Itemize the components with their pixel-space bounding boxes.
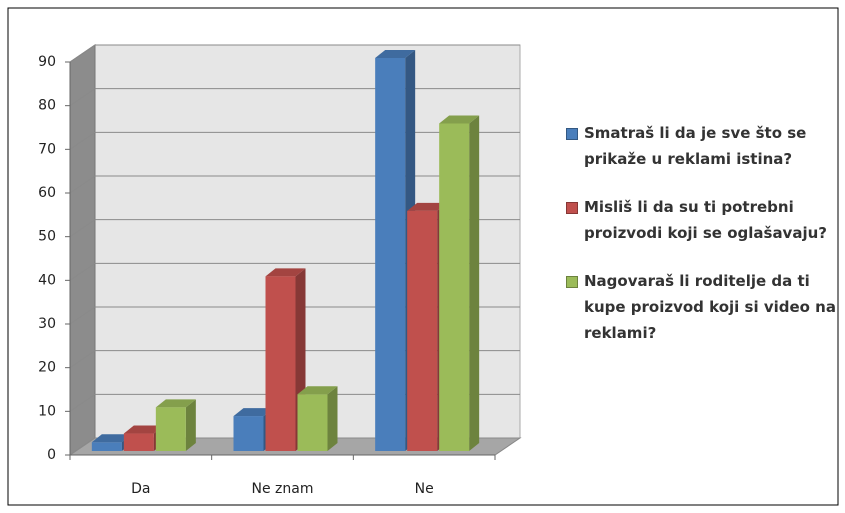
bar-front [155,407,186,451]
bar-top [123,425,164,434]
bar-top [265,268,306,277]
bar-front [375,58,406,451]
legend-entry: Nagovaraš li roditelje da ti kupe proizv… [566,268,836,346]
bar-top [233,408,274,417]
legend-entry: Misliš li da su ti potrebni proizvodi ko… [566,194,836,246]
legend-label: Smatraš li da je sve što se prikaže u re… [584,124,807,168]
bar-front [407,210,438,451]
y-tick-label: 70 [38,141,56,157]
bar-front [123,433,154,451]
y-tick-label: 20 [38,360,56,376]
y-tick-label: 80 [38,98,56,114]
y-tick-label: 40 [38,272,56,288]
y-tick-label: 90 [38,54,56,70]
bar-top [375,50,416,58]
y-tick-label: 50 [38,229,56,245]
bar-top [155,399,196,408]
bar-front [439,123,470,451]
y-tick-label: 60 [38,185,56,201]
side-wall [69,44,96,456]
bar-top [297,386,338,395]
legend-entry: Smatraš li da je sve što se prikaže u re… [566,120,836,172]
y-tick-label: 10 [38,403,56,419]
legend-swatch [566,128,578,140]
legend-label: Misliš li da su ti potrebni proizvodi ko… [584,198,827,242]
bar-front [91,442,122,451]
legend-label: Nagovaraš li roditelje da ti kupe proizv… [584,272,836,342]
x-tick-label: Ne znam [252,481,314,497]
legend: Smatraš li da je sve što se prikaže u re… [566,120,836,368]
bar-front [233,416,264,451]
bar-front [265,276,296,451]
grid-line [69,44,520,63]
bar-front [297,394,328,451]
y-tick-label: 30 [38,316,56,332]
bar-top [439,115,480,124]
legend-swatch [566,202,578,214]
bar-top [407,202,448,211]
legend-swatch [566,276,578,288]
bar-side [469,115,480,451]
bar-top [91,434,132,443]
x-tick-label: Da [131,481,150,497]
bar-side [185,399,196,451]
bar-side [327,386,338,451]
x-tick-label: Ne [415,481,434,497]
y-tick-label: 0 [47,447,56,463]
